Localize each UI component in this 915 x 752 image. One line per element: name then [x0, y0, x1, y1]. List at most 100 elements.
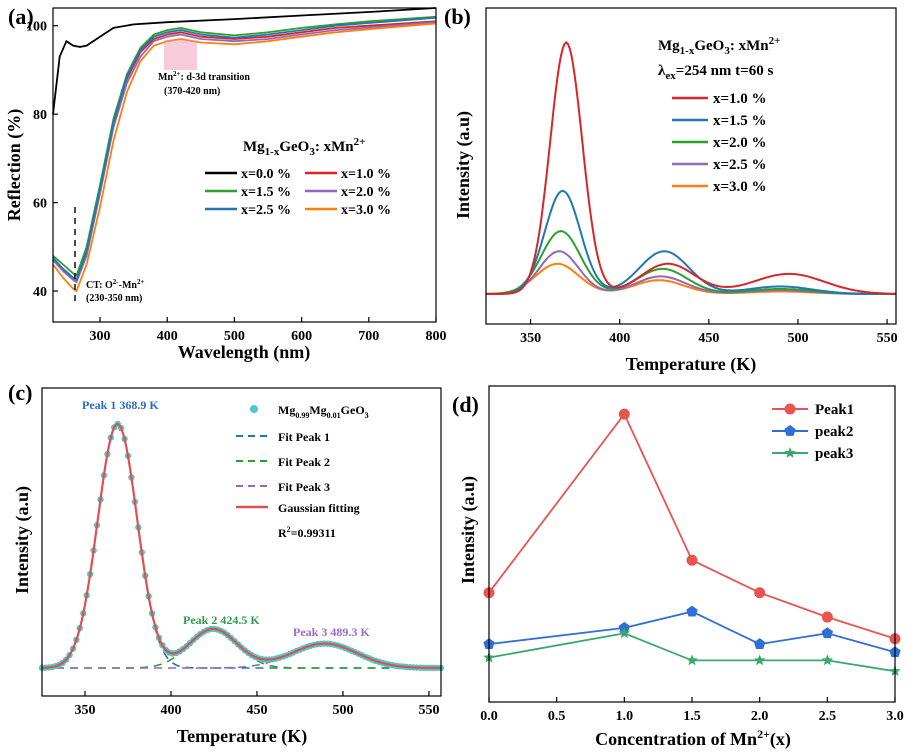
panel-c-ylabel: Intensity (a.u) [12, 486, 33, 594]
panel-d-marker [686, 605, 698, 617]
panel-d-marker [686, 554, 698, 566]
panel-a-annot-mn-range: (370-420 nm) [164, 86, 220, 97]
panel-d-legend-label: Peak1 [815, 402, 854, 418]
panel-a-ylabel: Reflection (%) [4, 109, 25, 221]
panel-a-frame [52, 7, 437, 323]
panel-d-xtick-label: 1.5 [683, 709, 701, 724]
panel-a-xtick-label: 300 [90, 329, 111, 344]
panel-a-series-line [52, 16, 437, 282]
panel-d-marker [618, 408, 630, 420]
panel-b-legend-label: x=3.0 % [713, 179, 767, 195]
panel-b-series-line [486, 41, 897, 295]
panel-d-xlabel: Concentration of Mn2+(x) [595, 727, 791, 750]
panel-b-legend-label: x=1.0 % [713, 91, 767, 107]
panel-d-marker [784, 403, 796, 415]
panel-a-annot-ct-range: (230-350 nm) [86, 293, 142, 304]
panel-a-ytick-label: 40 [33, 285, 47, 300]
panel-b-title: Mg1-xGeO3: xMn2+ [658, 35, 780, 57]
panel-a-ytick-label: 100 [26, 20, 47, 35]
panel-a-xtick-label: 500 [224, 329, 245, 344]
panel-b-ylabel: Intensity (a.u) [453, 111, 474, 219]
panel-a-legend-label: x=0.0 % [241, 167, 291, 182]
panel-c-peak1-label: Peak 1 368.9 K [82, 398, 159, 412]
panel-d-xtick-label: 2.5 [819, 709, 837, 724]
panel-a-series-line [52, 7, 437, 115]
panel-a-highlight-band [164, 40, 197, 70]
panel-b-legend-label: x=2.0 % [713, 135, 767, 151]
panel-b: (b) 350 400 450 500 550 Temperature (K) Inte… [444, 4, 898, 375]
panel-b-xlabel: Temperature (K) [626, 354, 756, 375]
panel-c-xtick-label: 400 [160, 703, 181, 718]
panel-b-label: (b) [444, 4, 471, 29]
panel-d-label: (d) [452, 392, 479, 417]
panel-b-series-line [486, 189, 896, 295]
panel-b-xtick-label: 400 [609, 331, 630, 346]
panel-c-xtick-label: 550 [418, 703, 439, 718]
panel-b-series-line [485, 262, 896, 295]
panel-a-annot-mn: Mn2+: d-3d transition [158, 70, 250, 83]
legend-fit1-label: Fit Peak 1 [278, 430, 330, 444]
panel-d-series-line [488, 610, 896, 654]
panel-c-gauss-fit-line [42, 422, 442, 670]
panel-a-legend-label: x=3.0 % [341, 203, 391, 218]
panel-d-xtick-label: 3.0 [886, 709, 904, 724]
panel-d-series-line [488, 412, 896, 640]
panel-a-xtick-label: 800 [426, 329, 447, 344]
panel-d-xtick-label: 2.0 [751, 709, 769, 724]
panel-d-marker [754, 638, 766, 649]
panel-c-xlabel: Temperature (K) [177, 726, 307, 747]
panel-b-xtick-label: 500 [787, 331, 808, 346]
panel-b-xtick-label: 550 [877, 331, 898, 346]
panel-d-ylabel: Intensity (a.u) [458, 476, 479, 584]
panel-b-xtick-label: 350 [520, 331, 541, 346]
panel-d-marker [754, 654, 766, 666]
legend-exp-label: Mg0.99Mg0.01GeO3 [278, 403, 369, 420]
legend-r2: R2=0.99311 [278, 525, 336, 540]
panel-c-peak2-label: Peak 2 424.5 K [183, 613, 260, 627]
panel-a-ytick-label: 60 [33, 197, 47, 212]
panel-c-xtick-label: 350 [74, 703, 95, 718]
panel-b-legend-label: x=2.5 % [713, 157, 767, 173]
panel-b-frame [485, 7, 897, 325]
panel-d-marker [754, 587, 766, 599]
panel-a-annot-ct: CT: O2--Mn2+ [86, 278, 144, 291]
panel-d-marker [686, 654, 698, 666]
panel-d-marker [821, 611, 833, 623]
panel-c-xtick-label: 500 [332, 703, 353, 718]
panel-c-fit-peak-line [42, 628, 441, 669]
panel-d: (d) 0.0 0.5 1.0 1.5 2.0 2.5 3.0 Concentration … [452, 385, 904, 750]
legend-fit2-label: Fit Peak 2 [278, 455, 330, 469]
panel-d-series-line [488, 632, 896, 673]
panel-a-legend-label: x=2.5 % [241, 203, 291, 218]
panel-d-xtick-label: 0.5 [548, 709, 566, 724]
panel-a-legend-label: x=2.0 % [341, 185, 391, 200]
panel-a-xtick-label: 600 [291, 329, 312, 344]
panel-c-label: (c) [8, 380, 32, 405]
legend-fit3-label: Fit Peak 3 [278, 480, 330, 494]
panel-c-xtick-label: 450 [246, 703, 267, 718]
panel-d-legend-label: peak3 [815, 446, 853, 462]
panel-b-condition: λex=254 nm t=60 s [658, 63, 773, 82]
panel-a-series-line [52, 22, 437, 293]
panel-a: (a) 300 400 500 600 700 800 40 60 80 100 Waveleng… [4, 4, 447, 363]
panel-a-xtick-label: 400 [157, 329, 178, 344]
panel-d-xtick-label: 1.0 [616, 709, 634, 724]
panel-a-xtick-label: 700 [358, 329, 379, 344]
panel-d-marker [784, 425, 796, 436]
panel-c-frame [41, 387, 442, 697]
panel-a-series-line [52, 21, 437, 284]
panel-d-marker [821, 627, 833, 639]
panel-c-legend: Mg0.99Mg0.01GeO3 Fit Peak 1 Fit Peak 2 F… [236, 403, 369, 540]
panel-c-peak3-label: Peak 3 489.3 K [293, 625, 370, 639]
panel-d-marker [618, 627, 630, 639]
panel-d-marker [784, 447, 796, 458]
panel-a-legend-label: x=1.5 % [241, 185, 291, 200]
panel-a-xlabel: Wavelength (nm) [178, 342, 311, 363]
legend-gauss-label: Gaussian fitting [278, 501, 360, 515]
panel-a-legend-label: x=1.0 % [341, 167, 391, 182]
panel-d-xtick-label: 0.0 [480, 709, 498, 724]
panel-b-xtick-label: 450 [698, 331, 719, 346]
panel-a-series-line [52, 15, 437, 277]
panel-b-legend-label: x=1.5 % [713, 113, 767, 129]
